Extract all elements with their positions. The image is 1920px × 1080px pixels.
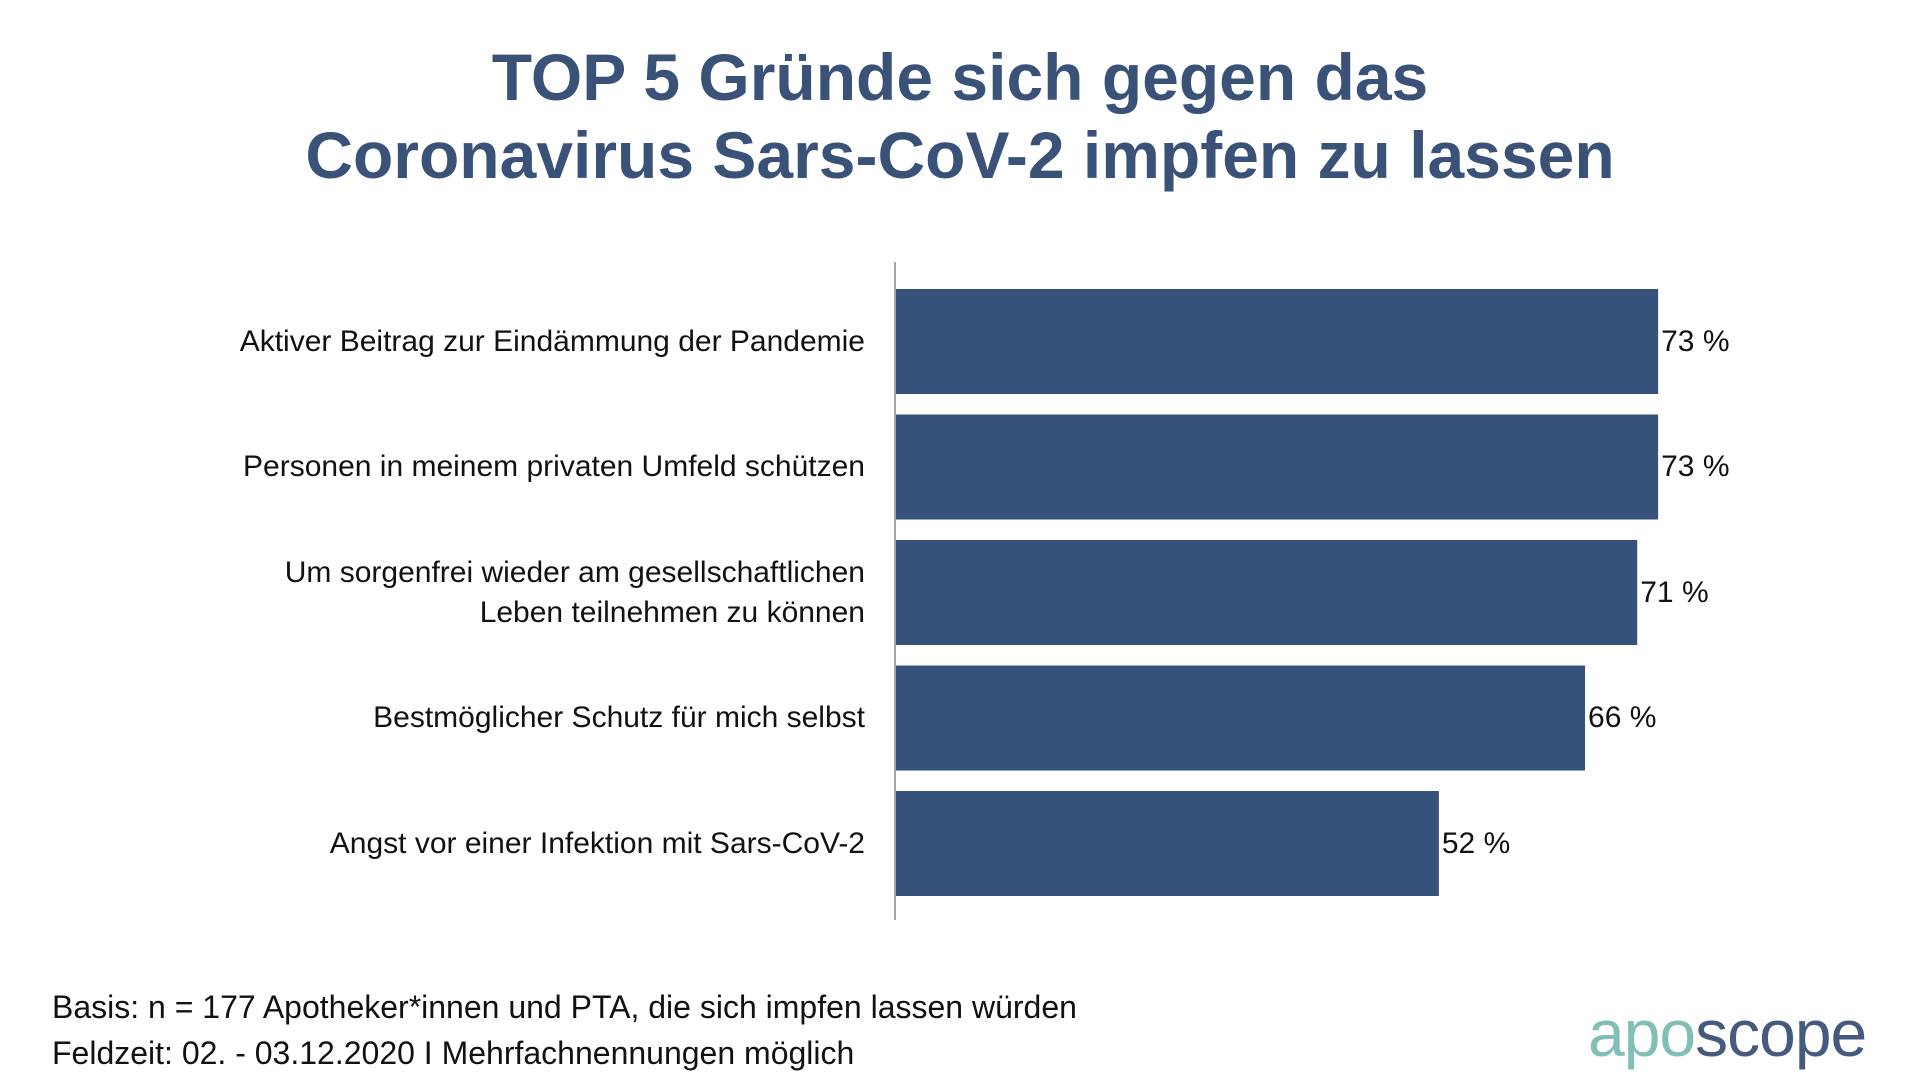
bar — [896, 791, 1439, 896]
value-label: 71 % — [1640, 575, 1709, 609]
category-label: Aktiver Beitrag zur Eindämmung der Pande… — [145, 322, 865, 362]
bar — [896, 414, 1659, 520]
title-line-2: Coronavirus Sars-CoV-2 impfen zu lassen — [305, 118, 1615, 192]
category-label-line: Personen in meinem privaten Umfeld schüt… — [243, 450, 865, 483]
bar — [896, 665, 1586, 771]
category-label-line: Angst vor einer Infektion mit Sars-CoV-2 — [329, 826, 865, 860]
title-line-1: TOP 5 Gründe sich gegen das — [491, 40, 1429, 114]
category-label-line: Um sorgenfrei wieder am gesellschaftlich… — [284, 555, 865, 589]
category-label-line: Bestmöglicher Schutz für mich selbst — [373, 701, 865, 734]
bar — [896, 540, 1638, 645]
aposcope-logo: aposcope — [1588, 995, 1867, 1071]
logo-part-apo: apo — [1588, 996, 1696, 1070]
category-label: Bestmöglicher Schutz für mich selbst — [145, 698, 865, 738]
chart-title: TOP 5 Gründe sich gegen das Coronavirus … — [0, 38, 1920, 194]
category-label-line: Leben teilnehmen zu können — [479, 595, 865, 629]
logo-part-scope: scope — [1695, 996, 1867, 1070]
value-label: 66 % — [1588, 701, 1657, 734]
footer-notes: Basis: n = 177 Apotheker*innen und PTA, … — [52, 984, 1077, 1076]
footer-base: Basis: n = 177 Apotheker*innen und PTA, … — [52, 989, 1077, 1025]
category-label: Um sorgenfrei wieder am gesellschaftlich… — [145, 553, 865, 633]
value-label: 52 % — [1441, 826, 1511, 860]
bar — [896, 289, 1659, 394]
value-label: 73 % — [1661, 450, 1730, 483]
category-label-line: Aktiver Beitrag zur Eindämmung der Pande… — [239, 324, 865, 358]
footer-fieldtime: Feldzeit: 02. - 03.12.2020 I Mehrfachnen… — [52, 1035, 855, 1071]
category-label: Personen in meinem privaten Umfeld schüt… — [145, 447, 865, 487]
category-label: Angst vor einer Infektion mit Sars-CoV-2 — [145, 824, 865, 864]
value-label: 73 % — [1661, 324, 1730, 358]
